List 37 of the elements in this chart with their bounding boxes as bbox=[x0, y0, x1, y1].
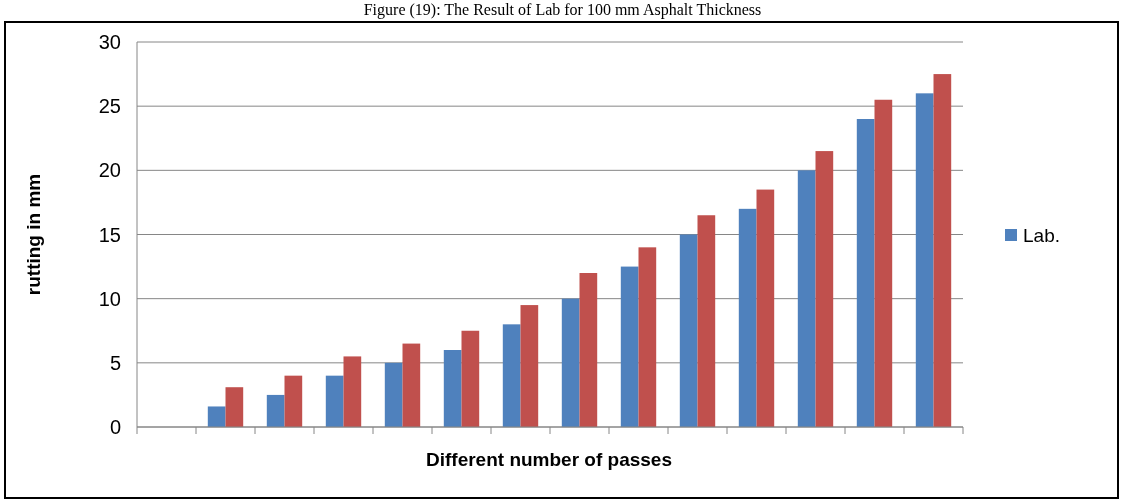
bar bbox=[638, 247, 657, 427]
bar bbox=[461, 330, 480, 427]
bar bbox=[874, 99, 893, 427]
y-tick-label: 0 bbox=[109, 416, 121, 438]
bar bbox=[207, 406, 226, 427]
x-axis-title: Different number of passes bbox=[426, 449, 672, 470]
bar bbox=[266, 394, 285, 427]
bar bbox=[738, 208, 757, 427]
bar bbox=[933, 74, 952, 427]
y-tick-label: 20 bbox=[98, 159, 121, 182]
y-tick-label: 10 bbox=[98, 287, 121, 310]
bar bbox=[561, 298, 580, 427]
bar bbox=[284, 375, 303, 427]
y-tick-label: 15 bbox=[98, 223, 121, 246]
bar bbox=[402, 343, 421, 427]
bar bbox=[815, 151, 834, 427]
chart-title: Figure (19): The Result of Lab for 100 mm Asphalt Thickness bbox=[363, 1, 762, 19]
legend-label: Lab. bbox=[1023, 224, 1060, 246]
bar bbox=[579, 273, 598, 427]
bar bbox=[756, 189, 775, 427]
bar bbox=[384, 362, 403, 427]
y-tick-label: 5 bbox=[109, 351, 121, 374]
bar bbox=[856, 119, 875, 427]
bar bbox=[502, 324, 521, 427]
bar bbox=[520, 305, 539, 427]
bar bbox=[443, 350, 462, 427]
bar bbox=[697, 215, 716, 427]
bar bbox=[225, 387, 244, 427]
y-axis-title: rutting in mm bbox=[23, 173, 44, 296]
y-tick-label: 30 bbox=[98, 31, 121, 53]
bar bbox=[343, 356, 362, 427]
bar bbox=[620, 266, 639, 427]
bar bbox=[325, 375, 344, 427]
bar bbox=[797, 170, 816, 427]
bar bbox=[679, 234, 698, 427]
y-tick-label: 25 bbox=[98, 95, 121, 118]
bar bbox=[915, 93, 934, 427]
